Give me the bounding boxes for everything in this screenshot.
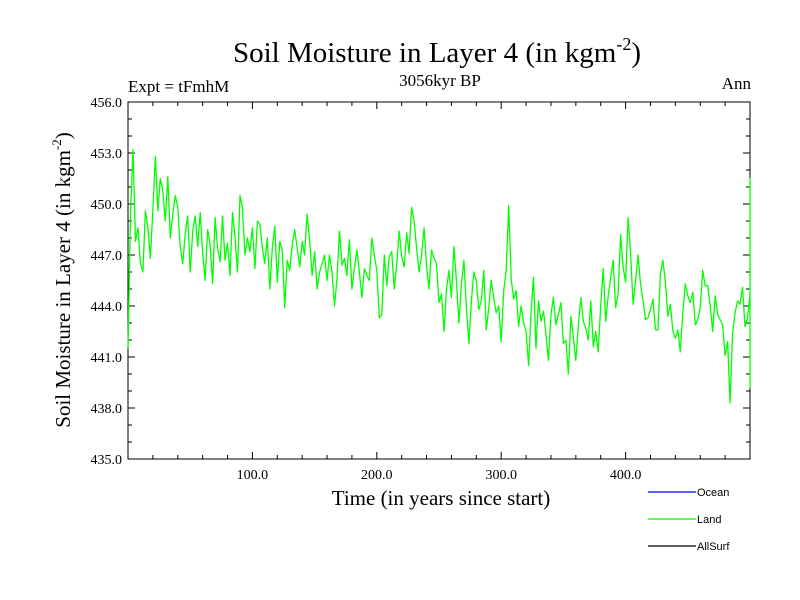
y-axis: 435.0 438.0 441.0 444.0 447.0 450.0 453.0 456.0: [91, 96, 750, 468]
legend-item-ocean: Ocean: [648, 487, 729, 499]
y-tick-label: 435.0: [91, 453, 123, 468]
plot-frame: [127, 101, 751, 460]
y-tick-label: 456.0: [91, 96, 123, 111]
x-axis-title: Time (in years since start): [332, 486, 551, 510]
x-tick-label: 100.0: [237, 468, 269, 483]
y-tick-label: 447.0: [91, 249, 123, 264]
legend-label-allsurf: AllSurf: [697, 541, 730, 553]
y-tick-label: 444.0: [91, 300, 123, 315]
y-tick-label: 441.0: [91, 351, 123, 366]
legend-label-land: Land: [697, 514, 721, 526]
x-tick-label: 300.0: [485, 468, 517, 483]
series-line-land: [127, 148, 751, 404]
series-group: [127, 148, 751, 404]
legend: Ocean Land AllSurf: [648, 487, 730, 553]
x-tick-label: 200.0: [361, 468, 393, 483]
y-tick-label: 450.0: [91, 198, 123, 213]
y-tick-label: 438.0: [91, 402, 123, 417]
legend-item-land: Land: [648, 514, 721, 526]
period-subtitle: 3056kyr BP: [399, 71, 481, 90]
chart-title: Soil Moisture in Layer 4 (in kgm-2): [233, 34, 641, 69]
experiment-label: Expt = tFmhM: [128, 77, 229, 96]
legend-label-ocean: Ocean: [697, 487, 729, 499]
y-axis-title: Soil Moisture in Layer 4 (in kgm-2): [49, 132, 75, 427]
y-tick-label: 453.0: [91, 147, 123, 162]
x-axis: 100.0 200.0 300.0 400.0: [152, 102, 726, 483]
season-label: Ann: [722, 74, 752, 93]
x-tick-label: 400.0: [610, 468, 642, 483]
legend-item-allsurf: AllSurf: [648, 541, 730, 553]
